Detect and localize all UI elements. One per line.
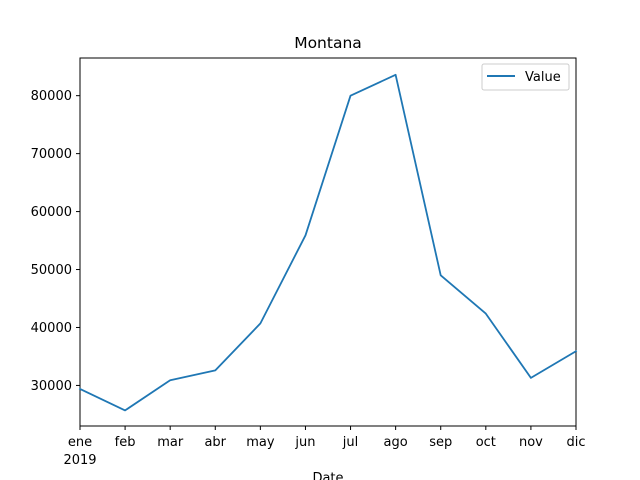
- x-tick-label: may: [246, 435, 275, 450]
- x-axis-label: Date: [312, 471, 343, 480]
- series-layer: [78, 73, 578, 412]
- x-axis-ticks: ene feb mar abr may jun jul ago sep oct nov dic: [68, 426, 586, 450]
- x-tick-label: ene: [68, 435, 92, 450]
- legend-label-value: Value: [525, 70, 561, 85]
- legend-box: [481, 63, 570, 91]
- x-tick-label: mar: [157, 435, 184, 450]
- x-tick-label: feb: [115, 435, 136, 450]
- y-tick-label: 40000: [31, 321, 72, 336]
- x-axis-year-label: 2019: [63, 453, 96, 468]
- x-tick-label: ago: [384, 435, 408, 450]
- x-tick-label: jun: [294, 435, 315, 450]
- x-tick-label: nov: [519, 435, 543, 450]
- series-line-value: [78, 73, 578, 412]
- x-tick-label: jul: [342, 435, 358, 450]
- x-tick-label: abr: [204, 435, 226, 450]
- x-tick-label: dic: [566, 435, 585, 450]
- plot-area: [79, 57, 577, 427]
- y-tick-label: 30000: [31, 379, 72, 394]
- y-tick-label: 70000: [31, 147, 72, 162]
- legend: Value: [481, 63, 570, 91]
- x-tick-label: oct: [476, 435, 496, 450]
- y-axis-ticks: 30000 40000 50000 60000 70000 80000: [31, 89, 80, 394]
- chart-title: Montana: [294, 34, 362, 52]
- axes-frame: [79, 57, 577, 427]
- x-tick-label: sep: [429, 435, 452, 450]
- y-tick-label: 50000: [31, 263, 72, 278]
- y-tick-label: 80000: [31, 89, 72, 104]
- y-tick-label: 60000: [31, 205, 72, 220]
